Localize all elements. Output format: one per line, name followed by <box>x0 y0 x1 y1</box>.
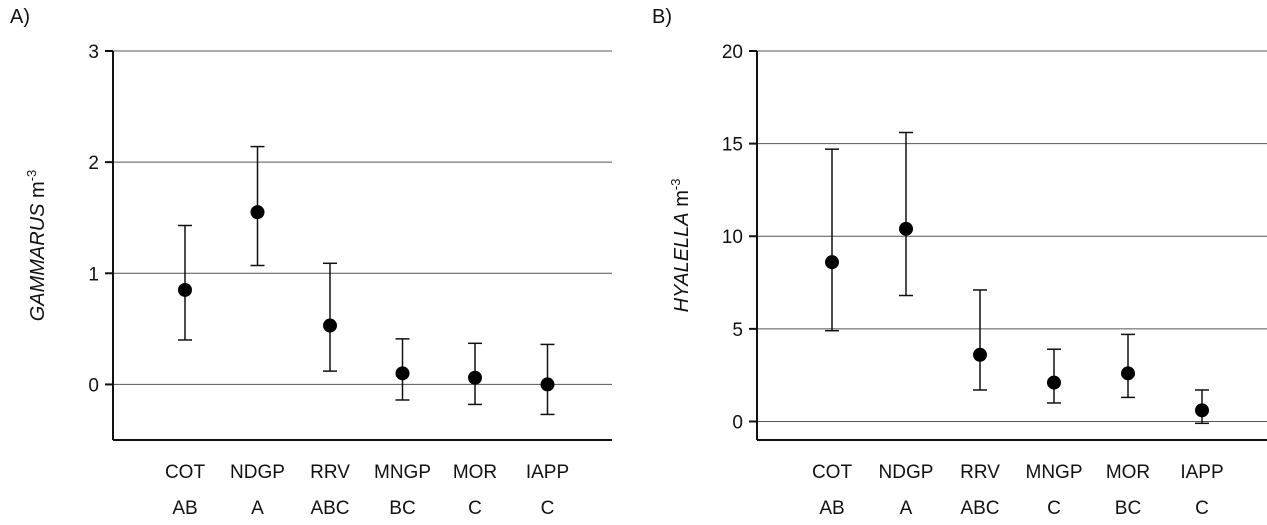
data-point <box>250 205 265 220</box>
x-tick-label: MOR <box>1106 462 1150 483</box>
y-tick-label: 1 <box>88 264 99 285</box>
group-letter-label: C <box>541 498 555 519</box>
x-tick-label: RRV <box>960 462 1000 483</box>
y-tick-label: 0 <box>88 375 99 396</box>
y-tick-label: 3 <box>88 42 99 63</box>
data-point <box>1121 366 1135 381</box>
y-axis-label-taxon: GAMMARUS <box>27 203 49 321</box>
group-letter-label: C <box>468 498 482 519</box>
group-letter-label: ABC <box>310 498 349 519</box>
data-point <box>973 347 987 362</box>
data-point <box>395 366 410 381</box>
x-tick-label: COT <box>165 462 206 483</box>
group-letter-label: BC <box>1115 498 1141 519</box>
y-axis-label: GAMMARUS m-3 <box>24 170 49 322</box>
chart-panel-a: 0 1 2 3 GAMMARUS m-3 COT AB NDGP A RRV ABC MNGP BC MO… <box>24 42 612 519</box>
group-letter-label: C <box>1047 498 1061 519</box>
chart-panel-b: 0 5 10 15 20 HYALELLA m-3 COT AB NDGP A RRV ABC MNGP… <box>668 42 1267 519</box>
group-letter-label: C <box>1195 498 1209 519</box>
group-letter-label: A <box>251 498 264 519</box>
group-letter-label: A <box>900 498 913 519</box>
x-tick-label: NDGP <box>879 462 934 483</box>
x-tick-label: IAPP <box>1180 462 1223 483</box>
y-axis-label-exponent: -3 <box>668 179 683 191</box>
data-point <box>1195 403 1209 418</box>
y-axis-label-exponent: -3 <box>24 170 39 182</box>
data-point <box>899 221 913 236</box>
data-point <box>540 377 555 392</box>
data-point <box>825 255 839 270</box>
panel-label-b: B) <box>652 6 672 28</box>
y-tick-label: 2 <box>88 153 99 174</box>
group-letter-label: ABC <box>960 498 999 519</box>
x-tick-label: MOR <box>453 462 497 483</box>
data-point <box>323 318 337 333</box>
x-tick-label: IAPP <box>526 462 569 483</box>
y-axis-label-unit: m <box>27 181 49 203</box>
y-tick-label: 0 <box>732 412 743 433</box>
x-tick-label: NDGP <box>230 462 285 483</box>
y-axis-label-taxon: HYALELLA <box>671 212 693 312</box>
x-tick-label: MNGP <box>374 462 431 483</box>
data-point <box>178 282 192 297</box>
data-point <box>1047 375 1061 390</box>
panel-label-a: A) <box>10 6 30 28</box>
y-tick-label: 10 <box>722 227 743 248</box>
group-letter-label: AB <box>819 498 844 519</box>
y-tick-label: 15 <box>722 135 743 156</box>
x-tick-label: RRV <box>310 462 350 483</box>
y-axis-label: HYALELLA m-3 <box>668 179 693 313</box>
group-letter-label: AB <box>172 498 197 519</box>
y-axis-label-unit: m <box>671 190 693 212</box>
x-tick-label: COT <box>812 462 853 483</box>
y-tick-label: 5 <box>732 320 743 341</box>
y-tick-label: 20 <box>722 42 743 63</box>
data-point <box>468 370 482 385</box>
group-letter-label: BC <box>389 498 415 519</box>
x-tick-label: MNGP <box>1026 462 1083 483</box>
